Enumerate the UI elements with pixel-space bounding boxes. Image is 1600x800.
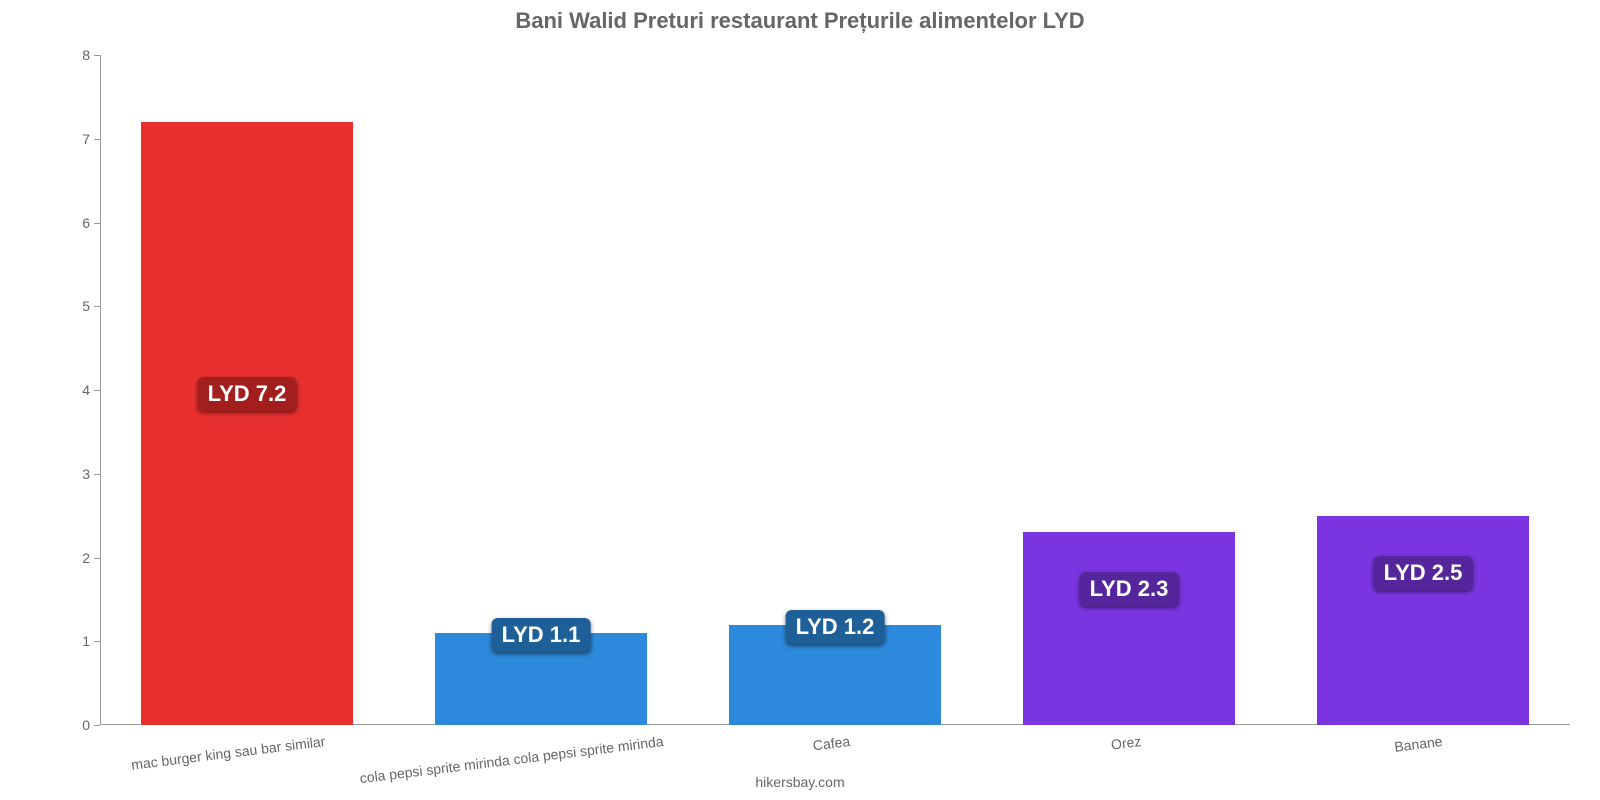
bar	[1023, 532, 1235, 725]
y-tick-mark	[94, 641, 100, 642]
y-tick-mark	[94, 474, 100, 475]
bar-value-label: LYD 1.2	[786, 610, 885, 644]
plot-area: 012345678LYD 7.2mac burger king sau bar …	[100, 55, 1570, 725]
x-tick-label: Banane	[1393, 733, 1443, 755]
y-tick-mark	[94, 223, 100, 224]
y-tick-mark	[94, 55, 100, 56]
bar	[1317, 516, 1529, 725]
bar-value-label: LYD 1.1	[492, 618, 591, 652]
y-axis	[100, 55, 101, 725]
bar-value-label: LYD 2.5	[1374, 556, 1473, 590]
x-tick-label: Orez	[1110, 733, 1142, 753]
y-tick-mark	[94, 558, 100, 559]
y-tick-mark	[94, 725, 100, 726]
y-tick-mark	[94, 306, 100, 307]
chart-footer: hikersbay.com	[0, 774, 1600, 790]
y-tick-mark	[94, 139, 100, 140]
bar-value-label: LYD 2.3	[1080, 572, 1179, 606]
chart-title: Bani Walid Preturi restaurant Prețurile …	[0, 8, 1600, 34]
x-tick-label: Cafea	[812, 733, 851, 753]
x-tick-label: mac burger king sau bar similar	[130, 733, 326, 773]
y-tick-mark	[94, 390, 100, 391]
price-bar-chart: Bani Walid Preturi restaurant Prețurile …	[0, 0, 1600, 800]
bar-value-label: LYD 7.2	[198, 377, 297, 411]
bar	[141, 122, 353, 725]
